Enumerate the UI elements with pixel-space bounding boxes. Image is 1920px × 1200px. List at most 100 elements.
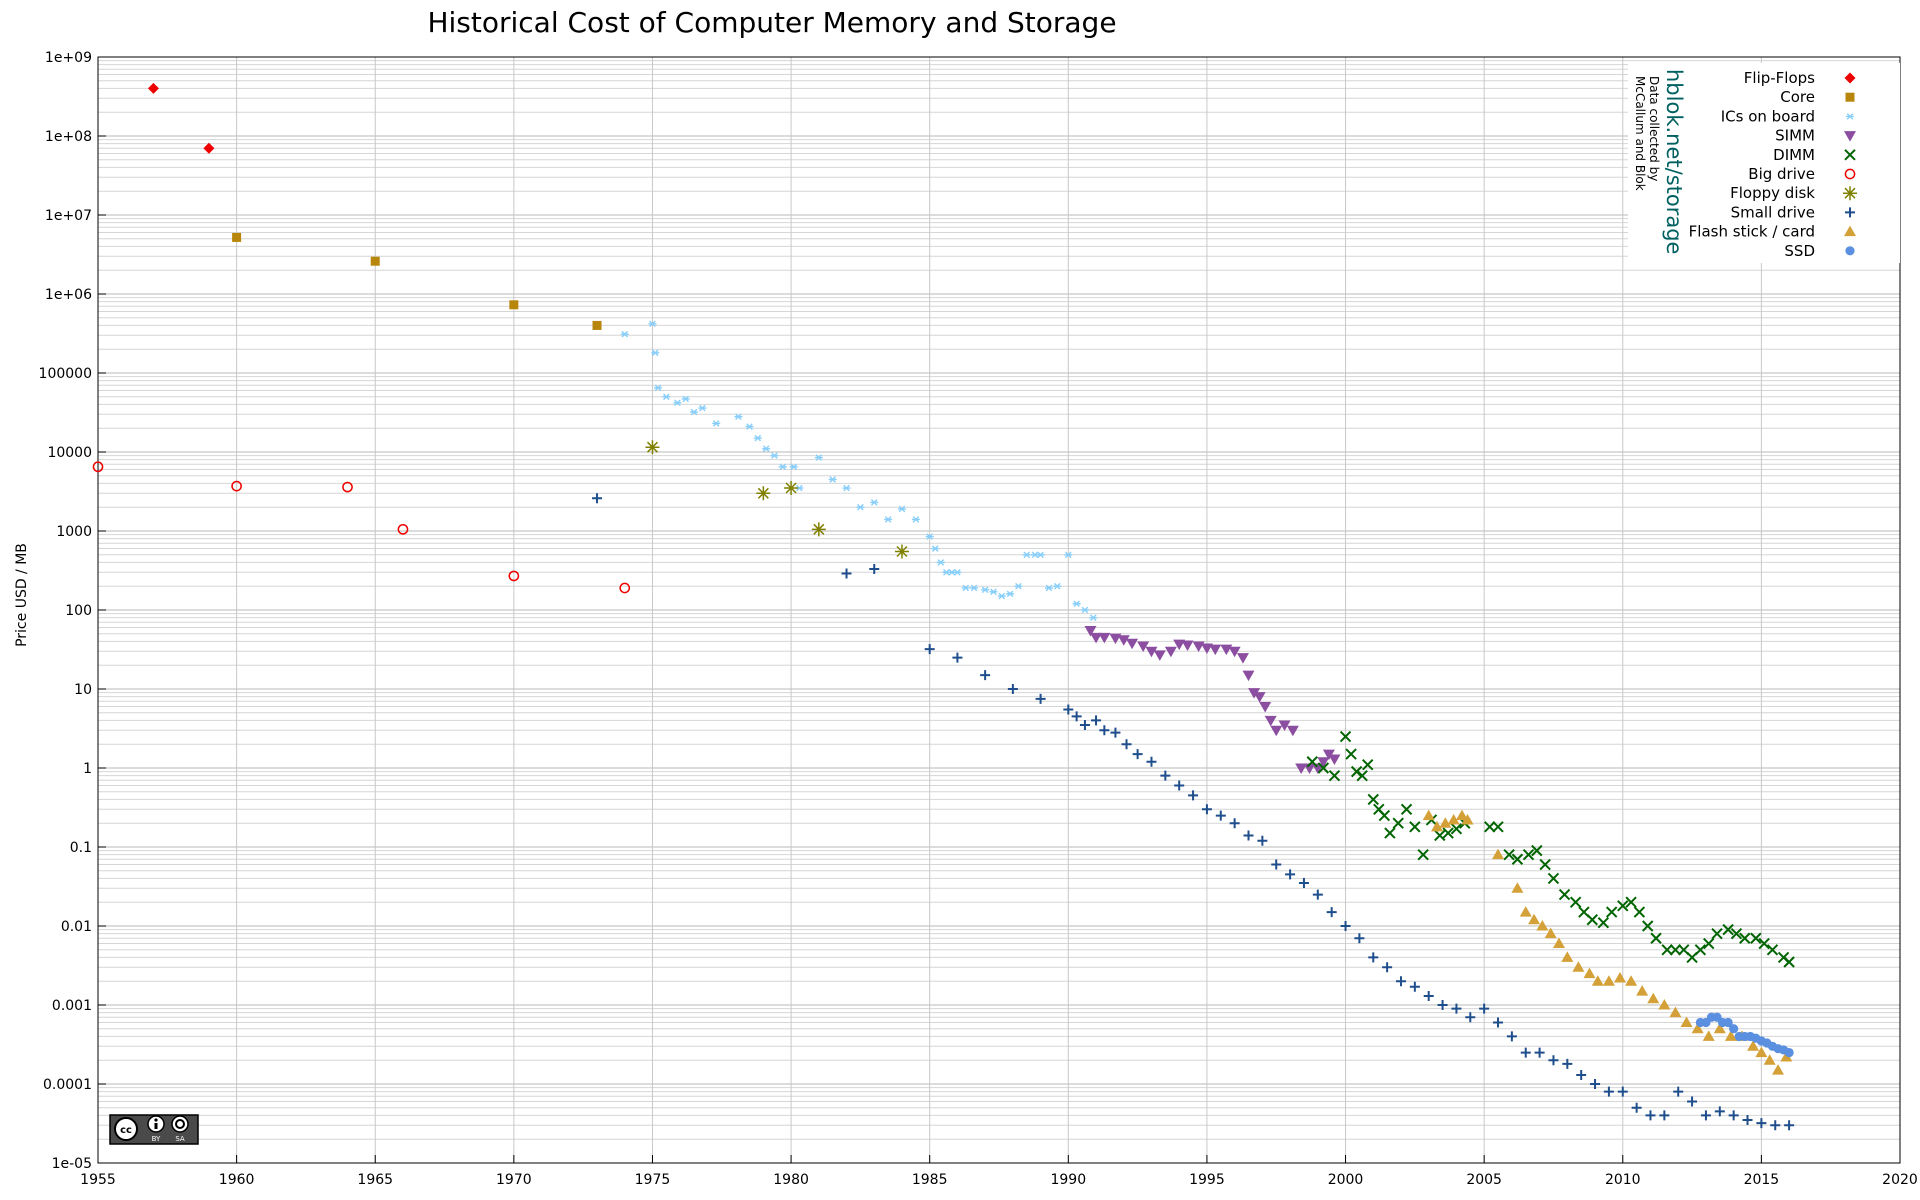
data-point [1694,944,1707,956]
data-point [1409,821,1421,833]
data-point [1700,1110,1711,1121]
data-point [1317,762,1330,774]
legend-marker [1844,168,1856,180]
data-point [1201,804,1212,815]
data-point [1658,999,1671,1010]
data-point [753,434,762,442]
data-point [1422,809,1435,821]
data-point [1173,639,1186,651]
series-ics-on-board [620,320,1098,621]
data-point [745,423,754,430]
data-point [1572,961,1585,972]
data-point [936,559,945,566]
data-point [841,568,852,579]
data-point [592,493,603,504]
brand-annotation: hblok.net/storage [1662,69,1686,254]
data-point [1561,951,1574,962]
credit-line-2: McCallum and Blok [1633,76,1647,191]
data-point [1035,693,1046,704]
data-point [756,486,771,501]
data-point [1312,889,1323,900]
data-point [1636,985,1649,996]
data-point [1137,641,1150,653]
x-tick-label: 1955 [80,1172,116,1188]
data-point [1766,944,1779,956]
legend-marker [1844,149,1856,161]
y-tick-label: 1e+09 [45,50,92,66]
data-point [1257,835,1268,846]
data-point [645,440,660,455]
data-point [508,570,520,582]
x-tick-label: 1985 [912,1172,948,1188]
data-point [1146,756,1157,767]
data-point [1326,907,1337,918]
data-point [961,584,970,592]
data-point [970,584,979,592]
data-point [1117,635,1130,646]
data-point [673,399,682,407]
x-tick-label: 2020 [1882,1172,1918,1188]
y-tick-label: 1e+07 [45,208,92,224]
y-tick-label: 1 [83,761,92,777]
data-point [1110,727,1121,738]
data-point [648,320,657,328]
legend-marker [1845,207,1855,218]
legend-label: SSD [1784,242,1815,260]
data-point [1784,1047,1794,1058]
data-point [397,523,409,535]
legend-item: SIMM [1775,127,1856,145]
legend-item: Floppy disk [1730,184,1857,202]
data-point [1188,790,1199,801]
data-point [1520,1047,1531,1058]
series-dimm [1306,730,1795,968]
data-point [1345,748,1357,760]
data-point [231,480,242,492]
data-point [1631,1102,1642,1113]
data-point [1511,882,1524,893]
data-point [1755,1046,1768,1058]
data-point [778,463,787,471]
data-point [1547,872,1560,885]
legend-label: Flash stick / card [1689,223,1815,241]
data-point [509,300,519,310]
data-point [1442,827,1454,839]
data-point [1531,844,1543,857]
data-point [698,404,707,412]
data-point [1278,720,1291,732]
data-point [1602,975,1615,986]
series-big-drive [92,461,631,594]
data-point [1417,848,1429,861]
data-point [924,644,935,655]
data-point [1174,780,1185,791]
data-point [1253,692,1266,703]
data-point [1747,1040,1760,1051]
data-point [1724,1030,1737,1041]
data-point [1079,720,1090,731]
data-point [1409,981,1420,992]
legend-label: Big drive [1748,165,1815,183]
data-point [1605,906,1618,918]
data-point [1728,1110,1739,1121]
data-point [1044,584,1053,592]
data-point [1229,818,1240,829]
data-point [1053,582,1062,590]
data-point [1553,937,1566,949]
data-point [1084,626,1097,637]
data-point [1617,900,1629,912]
legend-background [1628,63,1900,263]
data-point [1339,730,1352,743]
data-point [870,499,879,506]
x-tick-label: 2015 [1744,1172,1780,1188]
data-point [1756,1118,1767,1129]
y-axis-ticks: 1e-05 0.0001 0.001 0.01 0.1 1 10 100 1000 10000 10… [39,50,106,1172]
data-point [370,256,380,266]
y-tick-label: 1e+06 [45,287,92,303]
legend-label: DIMM [1773,146,1815,164]
data-point [1392,817,1404,829]
data-point [1723,1017,1733,1028]
data-point [770,452,779,459]
data-point [1544,927,1557,939]
data-point [997,592,1006,600]
data-point [1270,725,1283,737]
